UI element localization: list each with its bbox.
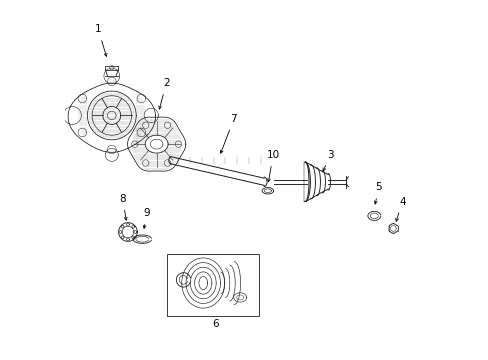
Text: 4: 4 [398,197,405,207]
Text: 3: 3 [326,150,333,160]
Text: 7: 7 [230,114,237,124]
Text: 6: 6 [211,319,218,329]
Text: 8: 8 [119,194,125,204]
Text: 1: 1 [95,24,102,35]
Bar [167,253,258,316]
Text: 9: 9 [143,208,150,218]
Text: 10: 10 [266,150,279,160]
Text: 5: 5 [375,182,382,192]
Text: 2: 2 [163,78,169,88]
